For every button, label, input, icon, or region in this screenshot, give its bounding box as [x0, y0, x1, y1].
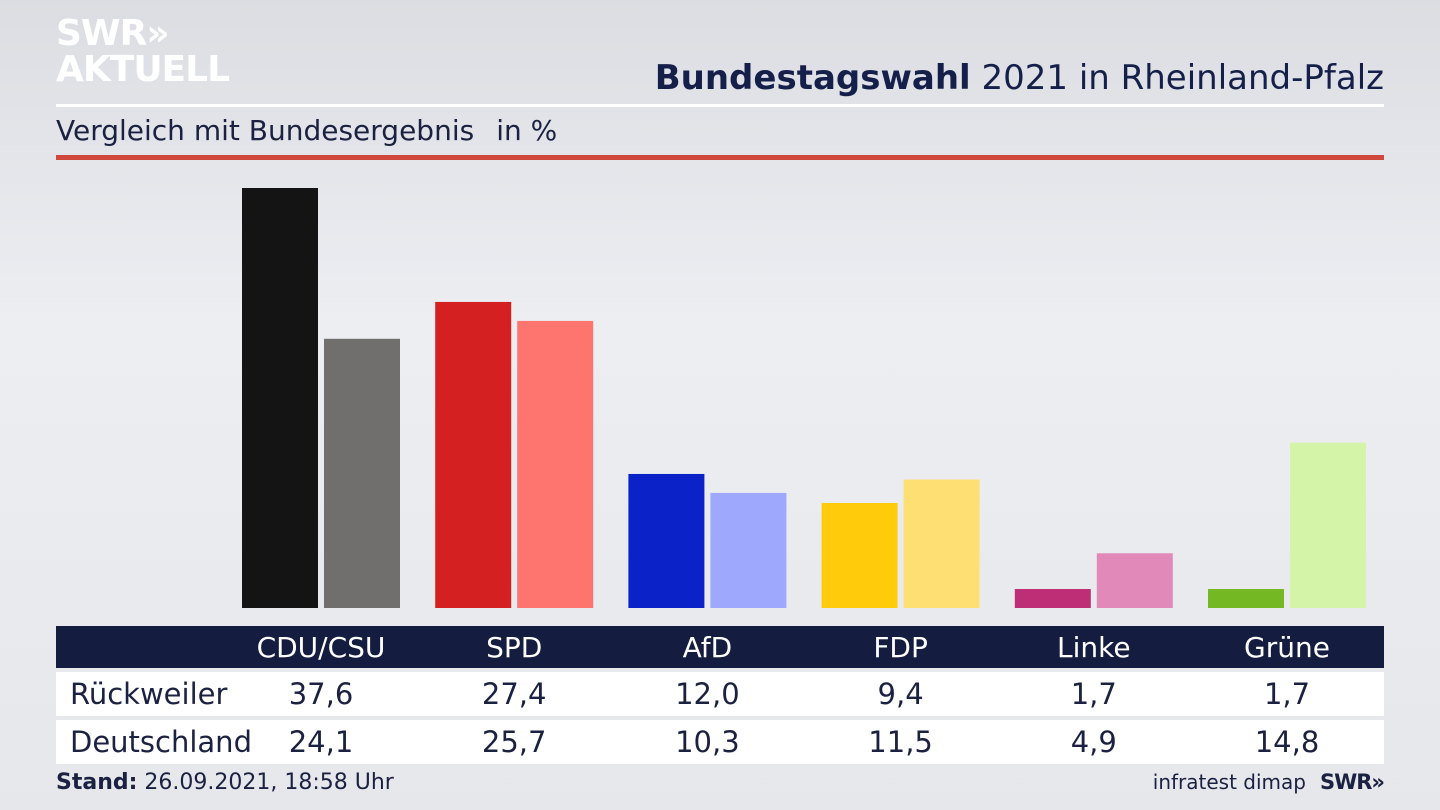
swr-aktuell-logo: SWR» AKTUELL [56, 13, 230, 90]
value-cell: 4,9 [1070, 725, 1117, 759]
source-label: infratest dimap [1152, 770, 1306, 794]
bar-rueckweiler [242, 188, 318, 608]
party-header: FDP [873, 630, 928, 664]
title-bold: Bundestagswahl [654, 58, 971, 98]
bar-deutschland [710, 492, 787, 608]
stand-value: 26.09.2021, 18:58 Uhr [137, 770, 394, 795]
bar-rueckweiler [628, 473, 705, 608]
page-title: Bundestagswahl 2021 in Rheinland-Pfalz [655, 58, 1384, 98]
bar-deutschland [903, 479, 980, 608]
value-cell: 24,1 [288, 725, 354, 759]
bar-deutschland [517, 320, 594, 608]
subtitle-text: Vergleich mit Bundesergebnis [56, 114, 475, 147]
bar-rueckweiler [435, 301, 512, 608]
row-label-rueckweiler: Rückweiler [70, 677, 228, 711]
value-cell: 1,7 [1070, 677, 1117, 711]
bar-chart [242, 188, 1366, 608]
value-cell: 25,7 [481, 725, 547, 759]
header-divider [56, 104, 1384, 107]
party-header: AfD [682, 630, 733, 664]
logo-aktuell-text: AKTUELL [56, 49, 230, 90]
value-cell: 10,3 [675, 725, 740, 759]
swr-brand-logo: SWR» [1319, 770, 1385, 794]
bar-rueckweiler [1014, 589, 1091, 608]
party-header: Linke [1057, 630, 1131, 664]
row-label-deutschland: Deutschland [70, 725, 252, 759]
accent-divider [56, 155, 1384, 160]
bar-deutschland [324, 338, 400, 608]
title-rest: 2021 in Rheinland-Pfalz [970, 58, 1384, 98]
bar-rueckweiler [1208, 589, 1284, 608]
value-cell: 27,4 [481, 677, 547, 711]
results-table: CDU/CSU SPD AfD FDP Linke Grüne Rückweiler 37… [56, 626, 1384, 764]
stand-label: Stand: [56, 770, 138, 795]
table-header-row: CDU/CSU SPD AfD FDP Linke Grüne [56, 626, 1384, 668]
value-cell: 11,5 [868, 725, 933, 759]
party-header: SPD [486, 630, 543, 664]
value-cell: 14,8 [1254, 725, 1320, 759]
table-row: Deutschland 24,1 25,7 10,3 11,5 4,9 14,8 [56, 720, 1384, 764]
chart-subtitle: Vergleich mit Bundesergebnis in % [56, 114, 557, 147]
bar-deutschland [1096, 553, 1173, 608]
table-row: Rückweiler 37,6 27,4 12,0 9,4 1,7 1,7 [56, 672, 1384, 716]
bar-rueckweiler [821, 503, 898, 608]
value-cell: 9,4 [877, 677, 924, 711]
party-header: Grüne [1244, 630, 1330, 664]
bar-deutschland [1290, 442, 1366, 608]
value-cell: 1,7 [1263, 677, 1311, 711]
footer-source: infratest dimap SWR» [1152, 770, 1385, 794]
logo-swr-text: SWR [56, 13, 147, 54]
value-cell: 37,6 [288, 677, 354, 711]
timestamp: Stand: 26.09.2021, 18:58 Uhr [56, 770, 394, 795]
party-header: CDU/CSU [256, 630, 386, 664]
value-cell: 12,0 [675, 677, 740, 711]
unit-label: in % [496, 114, 558, 147]
